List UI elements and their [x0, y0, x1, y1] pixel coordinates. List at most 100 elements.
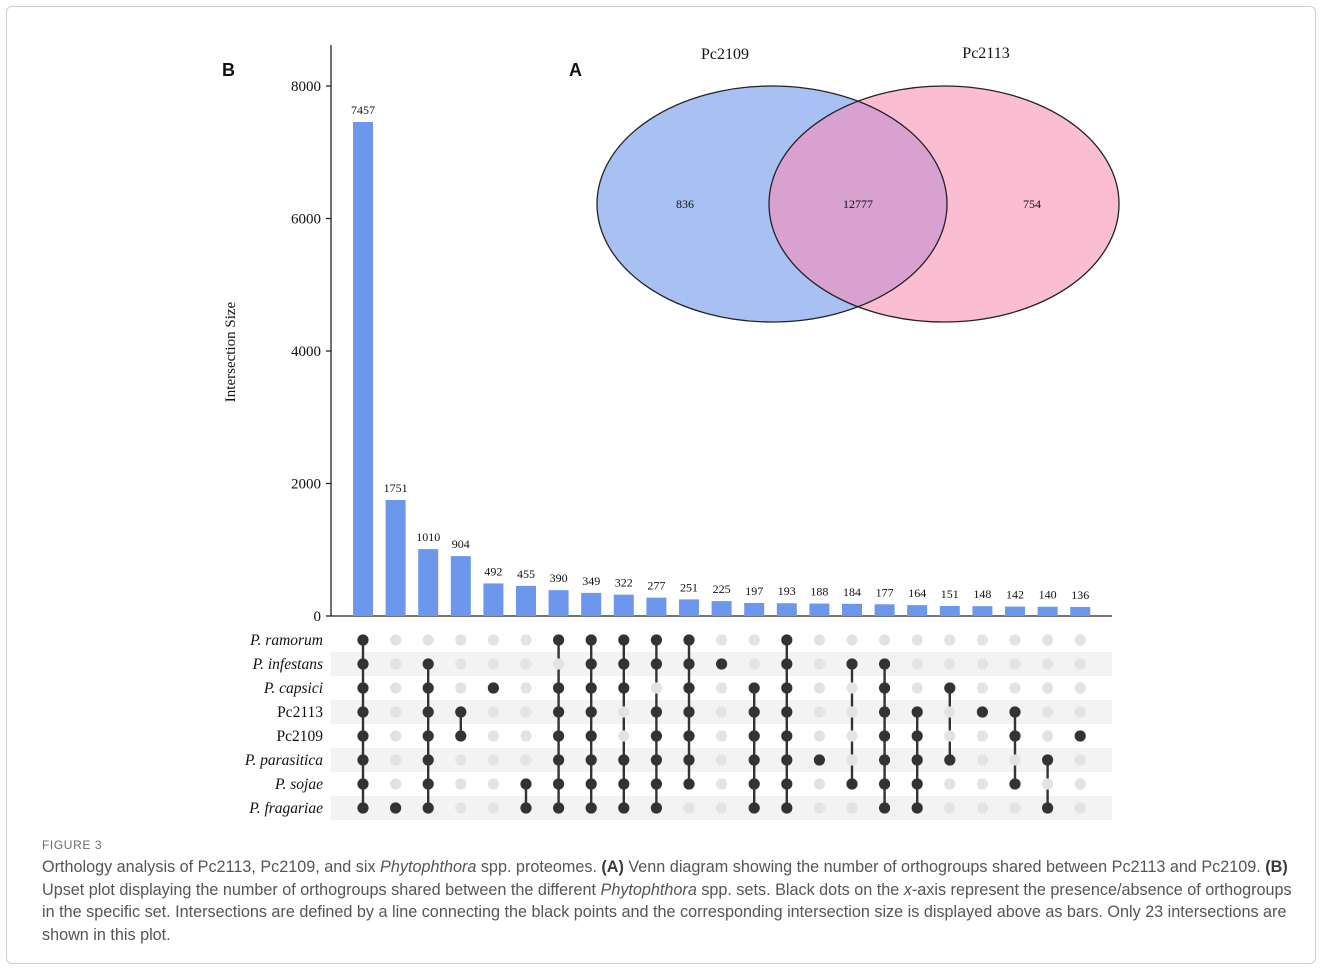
matrix-dot-active [781, 682, 793, 694]
bar-value-label: 148 [973, 587, 991, 601]
bar-value-label: 492 [484, 564, 502, 578]
caption-part: spp. sets. Black dots on the [696, 880, 904, 899]
matrix-dot-active [813, 754, 826, 766]
matrix-dot-active [553, 682, 565, 694]
intersection-bar [1005, 606, 1025, 616]
matrix-dot-inactive [1042, 634, 1054, 646]
matrix-dot-inactive [487, 754, 499, 766]
matrix-dot-inactive [520, 754, 532, 766]
venn-value-intersection: 12777 [843, 197, 873, 211]
matrix-dot-inactive [716, 682, 728, 694]
intersection-bar [450, 556, 471, 616]
matrix-dot-inactive [650, 682, 663, 694]
bar-value-label: 1751 [384, 481, 408, 495]
matrix-dot-active [618, 658, 630, 670]
venn-set-label: Pc2113 [962, 45, 1009, 62]
matrix-dot-inactive [520, 730, 532, 742]
bar-value-label: 7457 [351, 103, 375, 117]
venn-outline-left [596, 85, 948, 323]
matrix-dot-inactive [487, 658, 499, 670]
matrix-dot-inactive [748, 658, 760, 670]
figure-label: FIGURE 3 [42, 838, 103, 852]
matrix-dot-inactive [683, 802, 695, 814]
matrix-dot-inactive [455, 682, 467, 694]
matrix-dot-active [553, 634, 565, 646]
caption-part: Venn diagram showing the number of ortho… [623, 858, 1266, 876]
matrix-dot-active [357, 778, 369, 790]
matrix-dot-inactive [1009, 682, 1021, 694]
matrix-dot-active [1042, 754, 1054, 766]
intersection-bar [744, 602, 765, 616]
matrix-dot-active [683, 730, 695, 742]
matrix-dot-inactive [487, 778, 499, 790]
matrix-dot-active [683, 778, 695, 790]
matrix-dot-active [585, 730, 597, 742]
venn-outline-right [768, 85, 1120, 323]
intersection-bar [581, 592, 602, 616]
intersection-bar [972, 606, 993, 616]
matrix-dot-active [618, 634, 630, 646]
matrix-dot-inactive [520, 634, 532, 646]
matrix-dot-active [553, 754, 565, 766]
matrix-dot-inactive [1074, 706, 1086, 718]
matrix-dot-inactive [618, 706, 630, 718]
matrix-dot-active [585, 754, 597, 766]
matrix-dot-inactive [813, 778, 826, 790]
set-label: Pc2113 [277, 704, 323, 721]
bar-value-label: 193 [778, 584, 796, 598]
matrix-dot-active [357, 802, 369, 814]
matrix-dot-inactive [1074, 634, 1086, 646]
matrix-dot-active [911, 730, 923, 742]
y-axis-label: Intersection Size [223, 301, 239, 402]
matrix-dot-active [683, 682, 695, 694]
matrix-dot-active [683, 634, 695, 646]
matrix-dot-active [585, 778, 597, 790]
matrix-dot-inactive [487, 706, 499, 718]
matrix-dot-inactive [1009, 754, 1021, 766]
intersection-bar [1070, 606, 1091, 616]
matrix-dot-inactive [846, 802, 858, 814]
matrix-dot-inactive [716, 706, 728, 718]
matrix-dot-inactive [1074, 754, 1086, 766]
matrix-dot-active [1074, 730, 1086, 742]
figure-frame [6, 6, 1316, 964]
intersection-bar [679, 599, 699, 616]
venn-overlap [769, 86, 947, 322]
matrix-dot-inactive [390, 730, 402, 742]
caption-panel-a-label: (A) [601, 858, 624, 876]
matrix-dot-active [748, 730, 760, 742]
matrix-dot-active [1009, 706, 1021, 718]
set-label: P. infestans [252, 656, 323, 673]
matrix-dot-inactive [813, 802, 826, 814]
matrix-dot-inactive [390, 778, 402, 790]
matrix-dot-inactive [1009, 658, 1021, 670]
matrix-dot-active [422, 802, 434, 814]
matrix-dot-active [683, 706, 695, 718]
matrix-dot-inactive [1074, 658, 1086, 670]
caption-part: -axis represent the presence/absence of … [42, 880, 1292, 944]
venn-value-only-left: 836 [676, 197, 694, 211]
intersection-bar [483, 583, 504, 616]
matrix-dot-active [781, 778, 793, 790]
matrix-dot-active [455, 730, 467, 742]
matrix-dot-inactive [944, 802, 956, 814]
matrix-dot-active [879, 706, 891, 718]
matrix-dot-inactive [455, 778, 467, 790]
matrix-dot-active [781, 634, 793, 646]
matrix-dot-inactive [1042, 706, 1054, 718]
matrix-dot-active [911, 754, 923, 766]
matrix-dot-active [585, 706, 597, 718]
matrix-dot-active [553, 730, 565, 742]
matrix-dot-inactive [487, 634, 499, 646]
matrix-dot-inactive [813, 634, 826, 646]
matrix-dot-active [357, 706, 369, 718]
matrix-dot-active [879, 682, 891, 694]
matrix-dot-inactive [1074, 778, 1086, 790]
set-label: P. ramorum [249, 632, 323, 649]
matrix-dot-inactive [1042, 730, 1054, 742]
matrix-dot-active [357, 682, 369, 694]
set-label: P. fragariae [248, 800, 323, 817]
matrix-dot-inactive [911, 658, 923, 670]
matrix-dot-inactive [944, 634, 956, 646]
matrix-dot-active [781, 730, 793, 742]
